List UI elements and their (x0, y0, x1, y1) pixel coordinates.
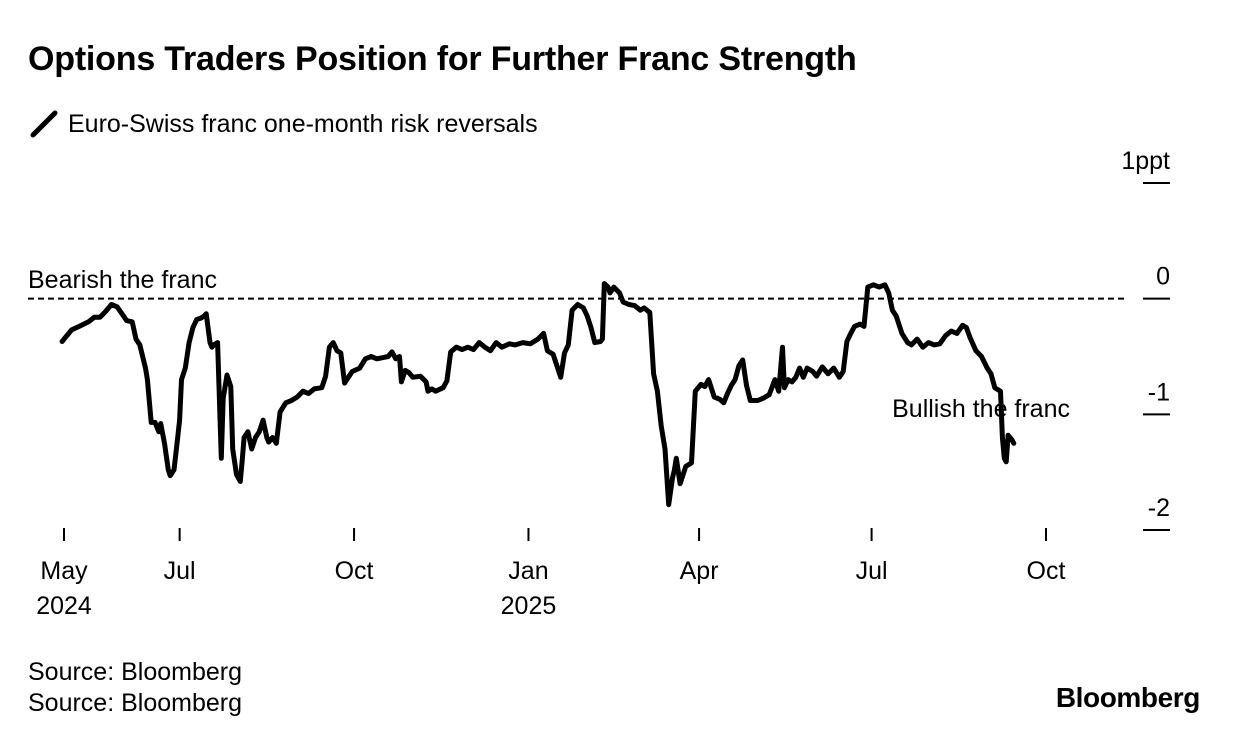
source-note: Source: Bloomberg (28, 689, 243, 717)
legend: Euro-Swiss franc one-month risk reversal… (30, 106, 538, 142)
annotation-bullish: Bullish the franc (892, 395, 1070, 423)
legend-label: Euro-Swiss franc one-month risk reversal… (68, 109, 538, 138)
x-tick-label: May (40, 557, 88, 585)
y-tick-label: 0 (1156, 263, 1170, 291)
x-tick-label: Jul (164, 557, 196, 585)
annotation-bearish: Bearish the franc (28, 266, 217, 294)
x-tick-label: Oct (335, 557, 374, 585)
y-tick-label: -2 (1148, 494, 1170, 522)
series-line-0 (59, 281, 1017, 508)
x-tick-label: Oct (1027, 557, 1066, 585)
x-tick-label: Apr (680, 557, 719, 585)
y-tick-label: -1 (1148, 378, 1170, 406)
x-tick-year-label: 2024 (36, 592, 92, 620)
x-tick-label: Jul (856, 557, 888, 585)
bloomberg-logo: Bloomberg (1055, 682, 1201, 713)
x-tick-label: Jan (508, 557, 548, 585)
x-tick-year-label: 2025 (501, 592, 557, 620)
source-note: Source: Bloomberg (28, 658, 243, 686)
chart-title: Options Traders Position for Further Fra… (28, 40, 857, 78)
y-tick-label: 1ppt (1121, 147, 1170, 175)
line-swatch-icon (30, 110, 58, 138)
